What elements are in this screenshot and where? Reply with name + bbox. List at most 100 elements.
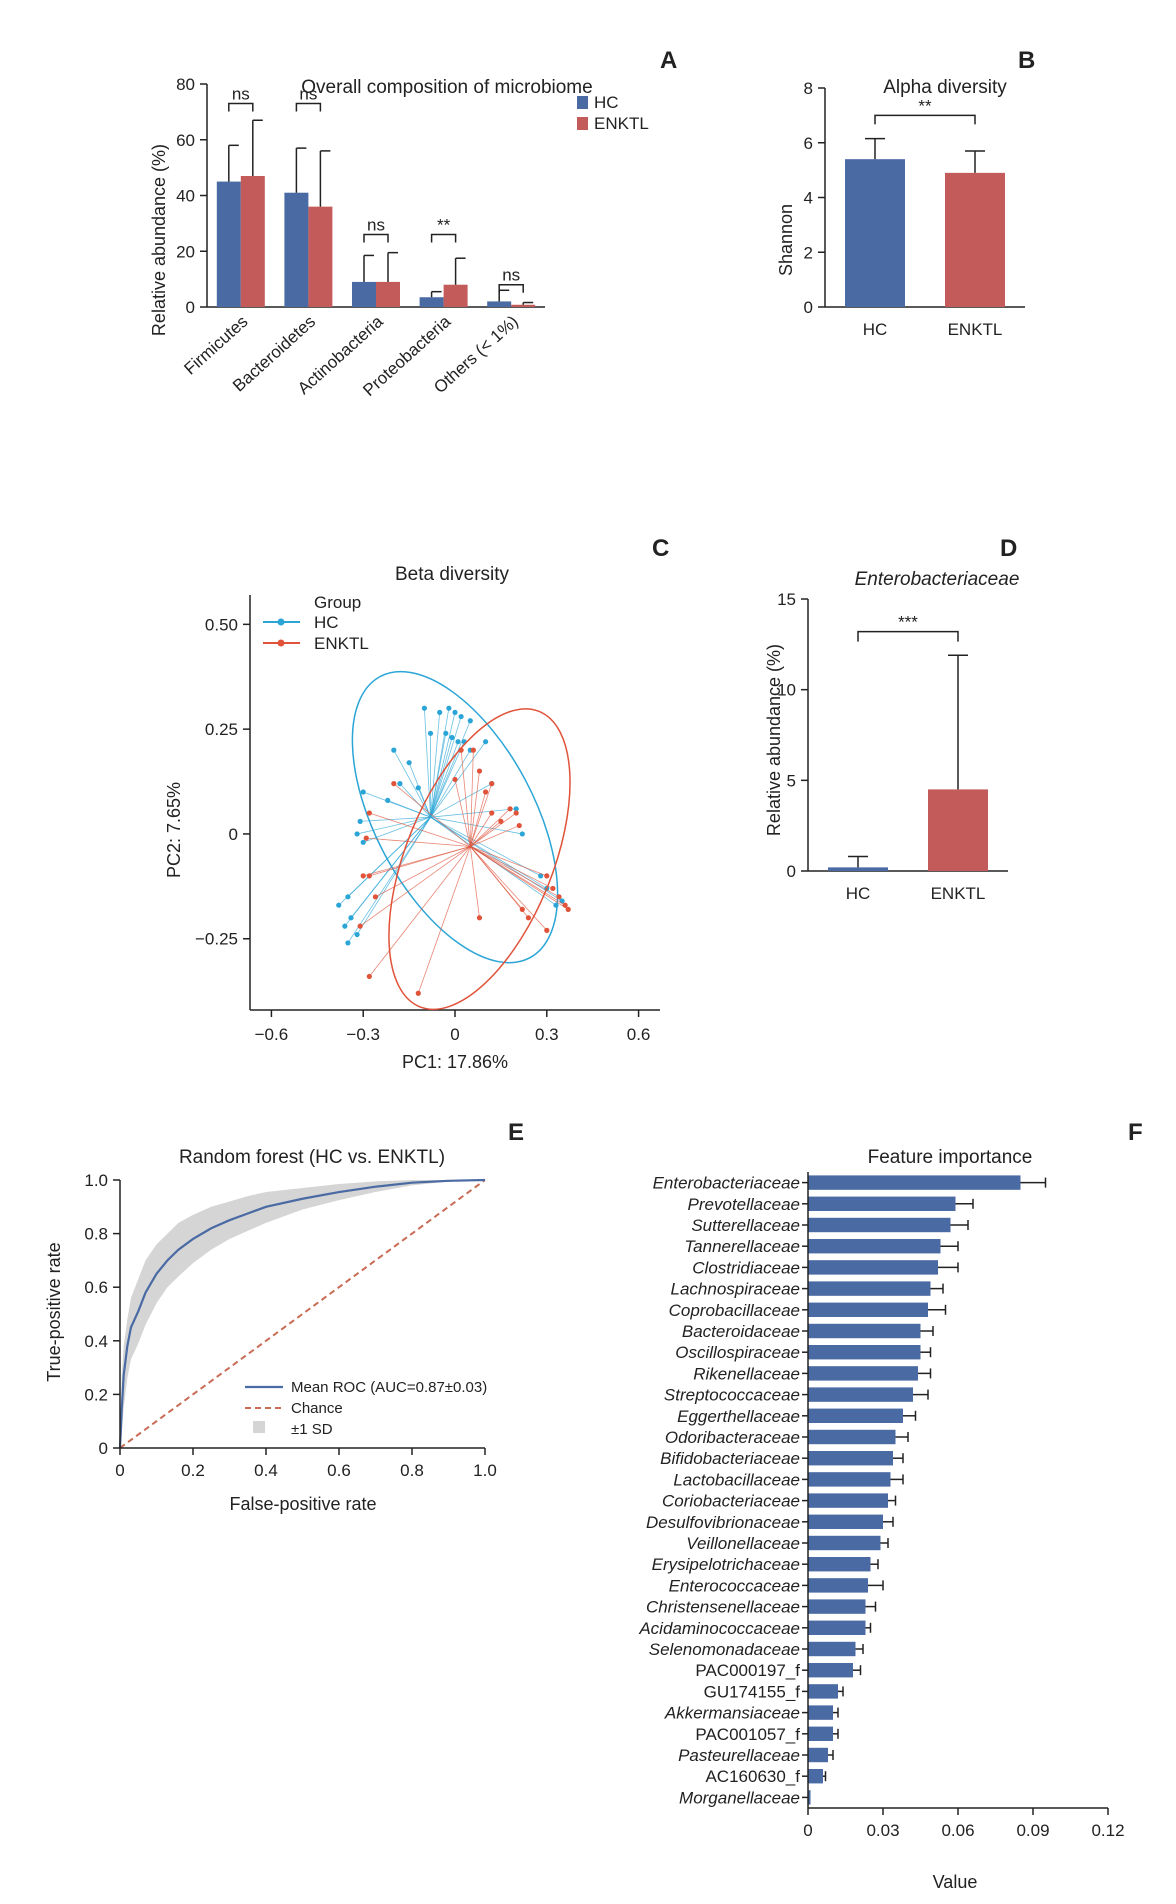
legend-title: Group [314, 593, 361, 612]
point-enktl [525, 915, 532, 921]
spider-line [469, 750, 474, 847]
spider-line [375, 846, 471, 898]
y-tick-label: Prevotellaceae [688, 1195, 800, 1214]
spider-line [430, 741, 459, 818]
y-tick-label: 0.4 [84, 1332, 108, 1351]
y-tick-label: 0.2 [84, 1385, 108, 1404]
y-tick-label: Oscillospiraceae [675, 1343, 800, 1362]
legend-swatch-enktl [577, 117, 588, 130]
bar-enktl-3 [376, 281, 400, 307]
spider-line [417, 846, 471, 994]
spider-line [454, 779, 471, 847]
point-enktl [513, 810, 519, 816]
panel-letter-d: D [1000, 535, 1017, 562]
spider-line [470, 821, 502, 847]
bar-bifidobacteriaceae [808, 1450, 893, 1466]
bar-hc-4 [419, 297, 444, 307]
significance-bracket [430, 233, 457, 243]
spider-line [470, 846, 554, 889]
spider-line [430, 816, 563, 902]
bar-gu174155_f [808, 1684, 838, 1699]
x-tick-label: ENKTL [948, 320, 1003, 339]
spider-line [430, 808, 517, 818]
bar-lachnospiraceae [808, 1281, 931, 1296]
spider-line [430, 733, 447, 818]
legend-label-sd: ±1 SD [291, 1421, 333, 1438]
point-hc [421, 705, 428, 711]
panel-letter-a: A [660, 47, 677, 74]
bar-enktl [928, 789, 988, 871]
chart-title: Alpha diversity [883, 77, 1007, 98]
y-tick-label: 0.6 [84, 1278, 108, 1297]
sd-band [120, 1180, 485, 1448]
bar-hc-5 [487, 301, 512, 307]
chart-title: Overall composition of microbiome [301, 77, 592, 98]
point-hc [348, 915, 354, 921]
point-enktl [476, 915, 483, 921]
spider-line [393, 783, 471, 847]
y-tick-label: 0 [804, 298, 813, 317]
x-tick-label: −0.3 [346, 1025, 380, 1044]
bar-eggerthellaceae [808, 1408, 903, 1424]
y-tick-label: 60 [176, 131, 195, 150]
spider-line [430, 741, 486, 818]
point-enktl [519, 906, 525, 912]
y-tick-label: 0.8 [84, 1225, 108, 1244]
point-enktl [391, 781, 397, 787]
y-tick-label: AC160630_f [705, 1767, 800, 1786]
spider-line [359, 846, 471, 927]
significance-label: ns [502, 266, 520, 285]
spider-line [393, 749, 431, 818]
spider-line [369, 846, 471, 977]
bar-hc-3 [352, 281, 376, 307]
spider-line [369, 812, 471, 847]
bar-enterococcaceae [808, 1578, 868, 1593]
point-hc [415, 785, 421, 791]
y-tick-label: 0 [186, 298, 195, 317]
x-tick-label: ENKTL [931, 884, 986, 903]
panel-c: C Beta diversity PC1: 17.86% PC2: 7.65% … [164, 535, 669, 1072]
y-tick-label: Sutterellaceae [691, 1216, 800, 1235]
spider-line [469, 812, 493, 847]
y-tick-label: Bacteroidaceae [682, 1322, 800, 1341]
y-tick-label: 8 [804, 79, 813, 98]
x-tick-label: 0.3 [535, 1025, 559, 1044]
y-tick-label: 0.50 [205, 615, 238, 634]
y-tick-label: Eggerthellaceae [677, 1407, 800, 1426]
bar-enktl [945, 172, 1005, 307]
y-tick-label: Streptococcaceae [664, 1386, 800, 1405]
spider-line [357, 816, 431, 835]
bar-erysipelotrichaceae [808, 1556, 871, 1572]
y-tick-label: Morganellaceae [679, 1788, 800, 1807]
spider-line [469, 791, 486, 847]
spider-line [347, 816, 431, 944]
x-tick-label: 0.8 [400, 1461, 424, 1480]
x-tick-label: 0 [450, 1025, 459, 1044]
bar-lactobacillaceae [808, 1472, 891, 1487]
legend-label-roc: Mean ROC (AUC=0.87±0.03) [291, 1379, 487, 1396]
x-tick-label: 0.6 [627, 1025, 651, 1044]
point-enktl [476, 768, 483, 774]
spider-line [470, 846, 548, 931]
y-axis-label: True-positive rate [44, 1242, 64, 1381]
y-tick-label: 6 [804, 134, 813, 153]
y-tick-label: Enterobacteriaceae [653, 1174, 800, 1193]
spider-line [469, 771, 480, 847]
point-hc [336, 902, 342, 908]
y-tick-label: Coprobacillaceae [669, 1301, 800, 1320]
significance-bracket [228, 102, 254, 112]
spider-line [470, 846, 560, 898]
point-hc [345, 894, 351, 900]
x-tick-label: −0.6 [255, 1025, 289, 1044]
bar-desulfovibrionaceae [808, 1514, 883, 1530]
y-tick-label: PAC001057_f [695, 1725, 800, 1744]
legend-swatch-hc [577, 96, 588, 109]
spider-line [469, 846, 529, 919]
point-hc [397, 781, 403, 787]
point-hc [345, 940, 351, 946]
point-hc [458, 713, 464, 720]
point-enktl [415, 990, 421, 996]
y-tick-label: 15 [777, 590, 796, 609]
spider-line [470, 846, 547, 877]
y-tick-label: Desulfovibrionaceae [646, 1513, 800, 1532]
